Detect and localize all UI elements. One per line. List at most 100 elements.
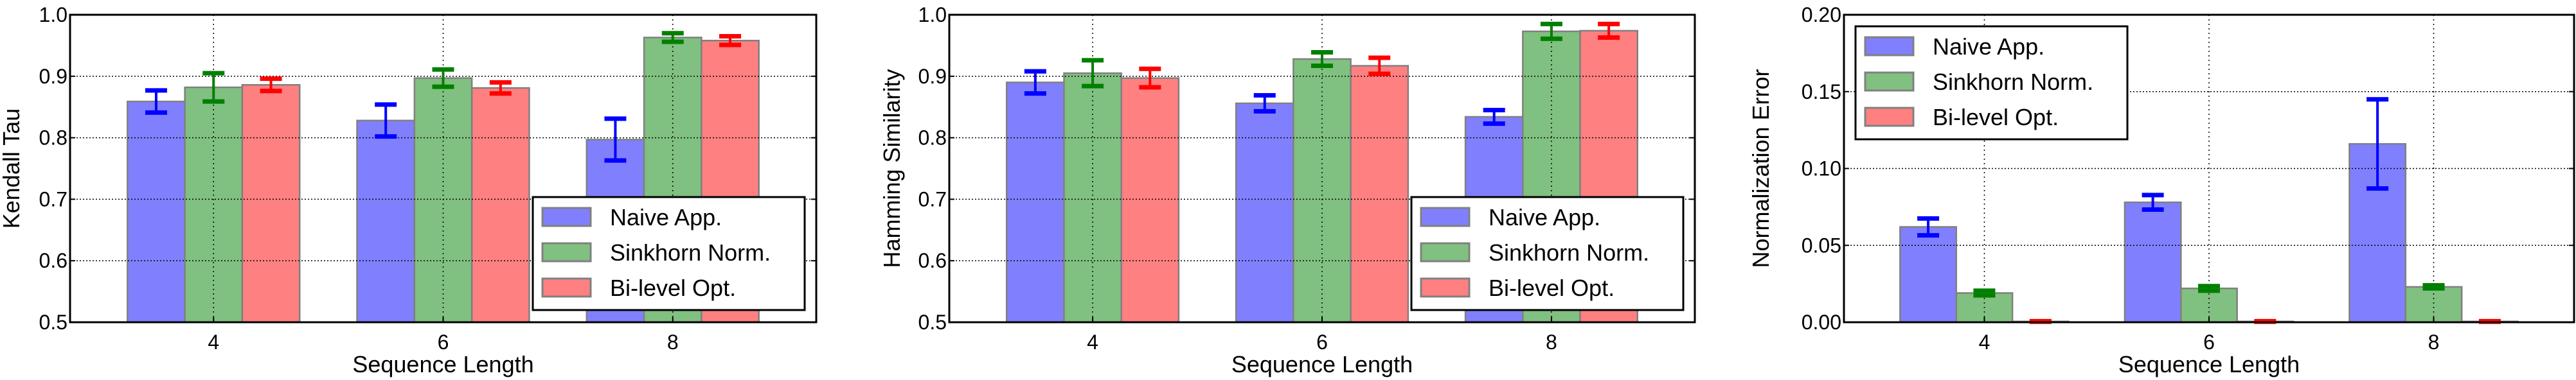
legend-swatch — [1420, 277, 1471, 298]
chart-panel-2: 0.5 0.6 0.7 0.8 0.9 1.0 4 6 8 Sequence Length Hamm… — [879, 3, 1696, 377]
y-tick-label: 0.7 — [39, 187, 67, 211]
error-bar — [1311, 49, 1333, 69]
x-tick-label: 4 — [1979, 331, 1990, 354]
y-tick-label: 0.5 — [918, 311, 947, 334]
x-tick-label: 8 — [667, 331, 679, 354]
chart-panel-3: 0.00 0.05 0.10 0.15 0.20 4 6 8 Sequence Length No… — [1748, 3, 2575, 377]
y-axis-label: Kendall Tau — [0, 108, 24, 229]
chart-panel-1: 0.5 0.6 0.7 0.8 0.9 1.0 4 6 8 Sequence Length Kend… — [0, 3, 818, 377]
error-bar — [260, 76, 282, 94]
error-bar — [1368, 55, 1391, 76]
legend-label: Naive App. — [1489, 204, 1600, 230]
y-axis-label: Normalization Error — [1748, 69, 1774, 268]
y-axis-label: Hamming Similarity — [879, 69, 905, 268]
legend-item: Sinkhorn Norm. — [541, 239, 771, 266]
legend-swatch — [1420, 242, 1471, 263]
x-axis-label: Sequence Length — [1231, 351, 1413, 377]
error-bar — [1082, 58, 1104, 89]
error-bar — [1917, 216, 1940, 238]
bar — [1235, 102, 1294, 324]
legend-item: Sinkhorn Norm. — [1864, 69, 2093, 95]
legend-label: Naive App. — [610, 204, 722, 230]
legend-item: Bi-level Opt. — [1420, 275, 1614, 301]
legend-item: Bi-level Opt. — [541, 275, 736, 301]
legend-item: Naive App. — [541, 204, 722, 230]
error-bar — [604, 116, 627, 163]
x-tick-label: 8 — [2428, 331, 2440, 354]
legend-swatch — [1864, 36, 1915, 56]
x-tick-label: 4 — [208, 331, 219, 354]
x-tick-label: 6 — [1316, 331, 1328, 354]
y-tick-label: 0.20 — [1802, 3, 1841, 26]
legend-swatch — [1420, 207, 1471, 227]
legend: Naive App. Sinkhorn Norm. Bi-level Opt. — [1854, 25, 2129, 141]
y-tick-label: 0.8 — [918, 126, 947, 150]
y-tick-label: 1.0 — [918, 3, 947, 26]
error-bar — [1024, 69, 1046, 96]
bar — [127, 100, 186, 324]
bar — [356, 119, 416, 324]
legend-label: Sinkhorn Norm. — [1933, 69, 2093, 95]
legend-label: Naive App. — [1933, 33, 2044, 60]
legend-swatch — [1864, 107, 1915, 127]
y-tick-label: 0.7 — [918, 187, 947, 211]
legend-label: Sinkhorn Norm. — [1489, 239, 1649, 266]
error-bar — [1483, 107, 1505, 126]
error-bar — [2142, 193, 2164, 212]
bar — [184, 86, 244, 324]
legend-item: Naive App. — [1864, 33, 2044, 60]
error-bar — [1139, 66, 1161, 90]
legend-swatch — [541, 277, 592, 298]
y-tick-label: 0.05 — [1802, 234, 1841, 257]
legend-item: Sinkhorn Norm. — [1420, 239, 1649, 266]
legend-swatch — [1864, 71, 1915, 92]
y-tick-label: 1.0 — [39, 3, 67, 26]
bar — [470, 87, 530, 324]
error-bar — [432, 67, 454, 89]
y-tick-label: 0.8 — [39, 126, 67, 150]
bar — [241, 83, 301, 324]
legend-label: Bi-level Opt. — [1489, 275, 1614, 301]
legend-item: Bi-level Opt. — [1864, 104, 2059, 130]
error-bar — [661, 31, 684, 44]
error-bar — [2422, 283, 2445, 291]
error-bar — [2366, 97, 2389, 191]
y-tick-label: 0.00 — [1802, 311, 1841, 334]
x-tick-label: 6 — [438, 331, 449, 354]
bar — [1350, 65, 1409, 324]
x-tick-label: 6 — [2203, 331, 2215, 354]
y-tick-label: 0.9 — [39, 65, 67, 88]
y-tick-label: 0.6 — [39, 249, 67, 272]
bar — [2124, 201, 2182, 324]
bar — [1899, 226, 1958, 324]
error-bar — [1973, 288, 1996, 298]
error-bar — [489, 80, 512, 96]
error-bar — [145, 88, 167, 115]
bar — [1005, 82, 1065, 324]
error-bar — [1598, 21, 1620, 40]
error-bar — [202, 71, 225, 104]
x-tick-label: 4 — [1087, 331, 1098, 354]
error-bar — [2198, 284, 2220, 293]
x-axis-label: Sequence Length — [2118, 351, 2300, 377]
legend: Naive App. Sinkhorn Norm. Bi-level Opt. — [532, 196, 806, 311]
error-bar — [1540, 21, 1562, 41]
x-axis-label: Sequence Length — [352, 351, 533, 377]
legend-swatch — [541, 242, 592, 263]
legend-swatch — [541, 207, 592, 227]
y-tick-label: 0.15 — [1802, 80, 1841, 103]
error-bar — [375, 102, 397, 139]
x-tick-label: 8 — [1546, 331, 1557, 354]
error-bar — [1253, 92, 1276, 114]
legend-label: Sinkhorn Norm. — [610, 239, 771, 266]
legend: Naive App. Sinkhorn Norm. Bi-level Opt. — [1410, 196, 1685, 311]
legend-item: Naive App. — [1420, 204, 1600, 230]
error-bar — [719, 34, 742, 48]
y-tick-label: 0.10 — [1802, 157, 1841, 180]
legend-label: Bi-level Opt. — [1933, 104, 2059, 130]
legend-label: Bi-level Opt. — [610, 275, 736, 301]
y-tick-label: 0.6 — [918, 249, 947, 272]
bar — [1120, 77, 1180, 324]
y-tick-label: 0.5 — [39, 311, 67, 334]
